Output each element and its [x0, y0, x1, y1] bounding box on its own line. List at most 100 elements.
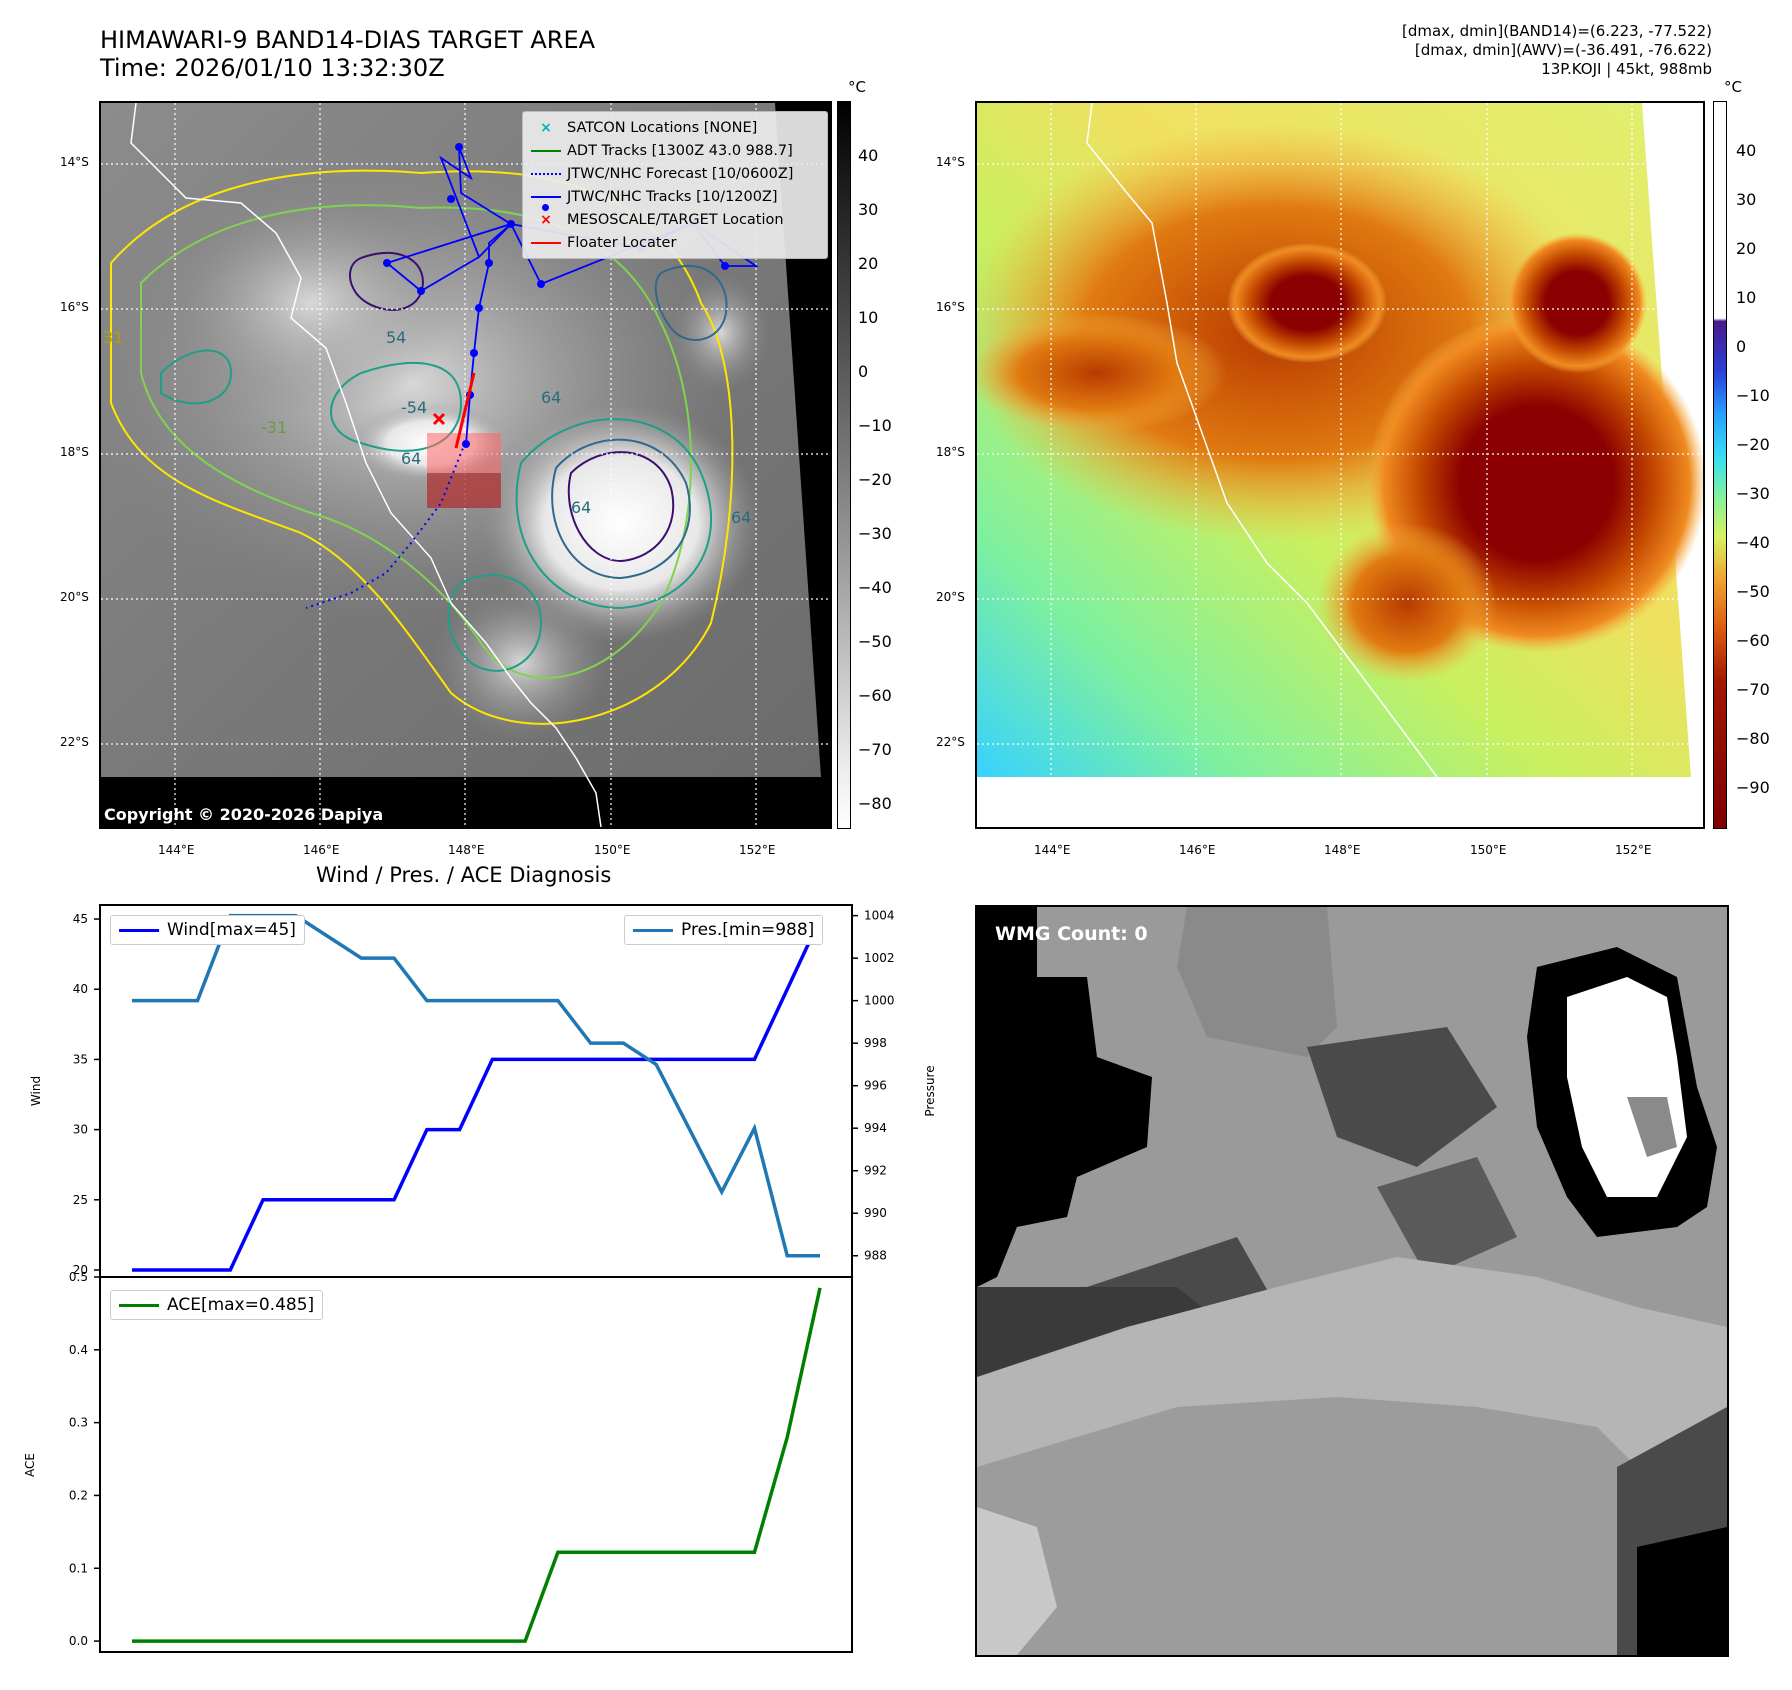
info-block: [dmax, dmin](BAND14)=(6.223, -77.522) [d… — [1402, 22, 1712, 79]
x-marker-icon: × — [540, 119, 552, 136]
ace-axis-ticks: 0.0 0.1 0.2 0.3 0.4 0.5 — [69, 1270, 100, 1648]
wind-axis-label: Wind — [29, 1076, 43, 1106]
contour-label-8: 64 — [731, 508, 751, 527]
awv-map-panel — [975, 101, 1705, 829]
lon-label: 144°E — [1034, 843, 1071, 857]
left-colorbar-unit: °C — [848, 78, 866, 96]
legend-item-adt: ADT Tracks [1300Z 43.0 988.7] — [529, 139, 819, 162]
pressure-tick-label: 1004 — [864, 909, 895, 923]
map-legend: × SATCON Locations [NONE] ADT Tracks [13… — [522, 111, 828, 259]
contour-label-4: -31 — [261, 418, 287, 437]
line-icon — [119, 1303, 159, 1307]
lat-label: 14°S — [60, 155, 89, 169]
lat-label: 16°S — [936, 300, 965, 314]
target-box — [427, 433, 501, 473]
legend-item-target: × MESOSCALE/TARGET Location — [529, 208, 819, 231]
wind-tick-label: 45 — [73, 912, 88, 926]
pressure-tick-label: 992 — [864, 1164, 887, 1178]
pressure-tick-label: 1002 — [864, 951, 895, 965]
pressure-axis-label: Pressure — [923, 1065, 937, 1116]
pressure-tick-label: 998 — [864, 1036, 887, 1050]
line-icon — [529, 149, 563, 152]
lat-label: 16°S — [60, 300, 89, 314]
ace-tick-label: 0.4 — [69, 1343, 88, 1357]
wind-line — [132, 918, 822, 1272]
ace-tick-label: 0.5 — [69, 1270, 88, 1284]
pressure-axis-ticks: 988 990 992 994 996 998 1000 1002 1004 — [852, 909, 895, 1263]
lat-label: 14°S — [936, 155, 965, 169]
contour-label-7: 64 — [571, 498, 591, 517]
right-colorbar — [1713, 101, 1727, 829]
copyright-text: Copyright © 2020-2026 Dapiya — [104, 805, 383, 824]
lon-label: 150°E — [1470, 843, 1507, 857]
lat-label: 18°S — [936, 445, 965, 459]
ace-tick-label: 0.3 — [69, 1416, 88, 1430]
line-icon — [119, 928, 159, 932]
diagnosis-chart: 20 25 30 35 40 45 988 990 992 994 996 998 1000 1002 1… — [23, 904, 937, 1653]
wind-axis-ticks: 20 25 30 35 40 45 — [73, 912, 100, 1277]
line-icon — [529, 241, 563, 244]
contour-label-6: -54 — [401, 398, 427, 417]
wind-tick-label: 25 — [73, 1193, 88, 1207]
x-marker-icon: × — [540, 211, 552, 228]
pressure-tick-label: 1000 — [864, 994, 895, 1008]
lat-label: 20°S — [60, 590, 89, 604]
info-line-1: [dmax, dmin](BAND14)=(6.223, -77.522) — [1401, 22, 1712, 40]
legend-item-satcon: × SATCON Locations [NONE] — [529, 116, 819, 139]
ace-tick-label: 0.2 — [69, 1488, 88, 1502]
pressure-tick-label: 990 — [864, 1206, 887, 1220]
wind-tick-label: 40 — [73, 982, 88, 996]
lon-label: 146°E — [303, 843, 340, 857]
wind-legend: Wind[max=45] — [110, 915, 305, 945]
ace-axis-label: ACE — [23, 1453, 37, 1477]
line-icon — [633, 928, 673, 932]
jtwc-track — [385, 146, 759, 445]
awv-map — [977, 103, 1703, 827]
pressure-tick-label: 994 — [864, 1121, 887, 1135]
wmg-image — [977, 907, 1727, 1655]
title-line-1: HIMAWARI-9 BAND14-DIAS TARGET AREA — [100, 26, 596, 54]
title-line-2: Time: 2026/01/10 13:32:30Z — [100, 54, 445, 82]
awv-gridlines — [977, 103, 1703, 827]
wmg-panel: WMG Count: 0 — [975, 905, 1729, 1657]
pressure-tick-label: 988 — [864, 1249, 887, 1263]
lon-label: 152°E — [1615, 843, 1652, 857]
ace-axes — [99, 1276, 853, 1653]
wind-tick-label: 35 — [73, 1052, 88, 1066]
lat-label: 18°S — [60, 445, 89, 459]
contour-label-2: 64 — [401, 449, 421, 468]
contour-label-3: 31 — [103, 328, 123, 347]
floater-locater — [454, 372, 476, 449]
right-colorbar-unit: °C — [1724, 78, 1742, 96]
dotted-line-icon — [529, 172, 563, 175]
legend-item-tracks: JTWC/NHC Tracks [10/1200Z] — [529, 185, 819, 211]
legend-item-forecast: JTWC/NHC Forecast [10/0600Z] — [529, 162, 819, 185]
lon-label: 152°E — [739, 843, 776, 857]
line-dot-icon — [529, 195, 563, 211]
diagnosis-title: Wind / Pres. / ACE Diagnosis — [316, 863, 612, 887]
legend-item-floater: Floater Locater — [529, 231, 819, 254]
target-marker — [432, 412, 446, 426]
ace-series — [132, 1287, 822, 1643]
pressure-tick-label: 996 — [864, 1079, 887, 1093]
ir-map-panel: 54 64 31 -31 64 -54 64 64 Copyright © 20… — [99, 101, 832, 829]
figure-title: HIMAWARI-9 BAND14-DIAS TARGET AREA Time:… — [100, 26, 595, 82]
lon-label: 148°E — [1324, 843, 1361, 857]
wind-tick-label: 20 — [73, 1263, 88, 1277]
pressure-legend: Pres.[min=988] — [624, 915, 824, 945]
lat-label: 22°S — [60, 735, 89, 749]
lon-label: 148°E — [448, 843, 485, 857]
contour-label-1: 54 — [386, 328, 406, 347]
ace-tick-label: 0.0 — [69, 1634, 88, 1648]
wind-tick-label: 30 — [73, 1123, 88, 1137]
info-line-3: 13P.KOJI | 45kt, 988mb — [1541, 60, 1712, 78]
ace-legend: ACE[max=0.485] — [110, 1290, 324, 1320]
lat-label: 20°S — [936, 590, 965, 604]
lat-label: 22°S — [936, 735, 965, 749]
info-line-2: [dmax, dmin](AWV)=(-36.491, -76.622) — [1414, 41, 1712, 59]
wmg-count-label: WMG Count: 0 — [995, 923, 1148, 945]
lon-label: 150°E — [594, 843, 631, 857]
ace-line — [132, 1287, 822, 1643]
lon-label: 146°E — [1179, 843, 1216, 857]
lon-label: 144°E — [158, 843, 195, 857]
